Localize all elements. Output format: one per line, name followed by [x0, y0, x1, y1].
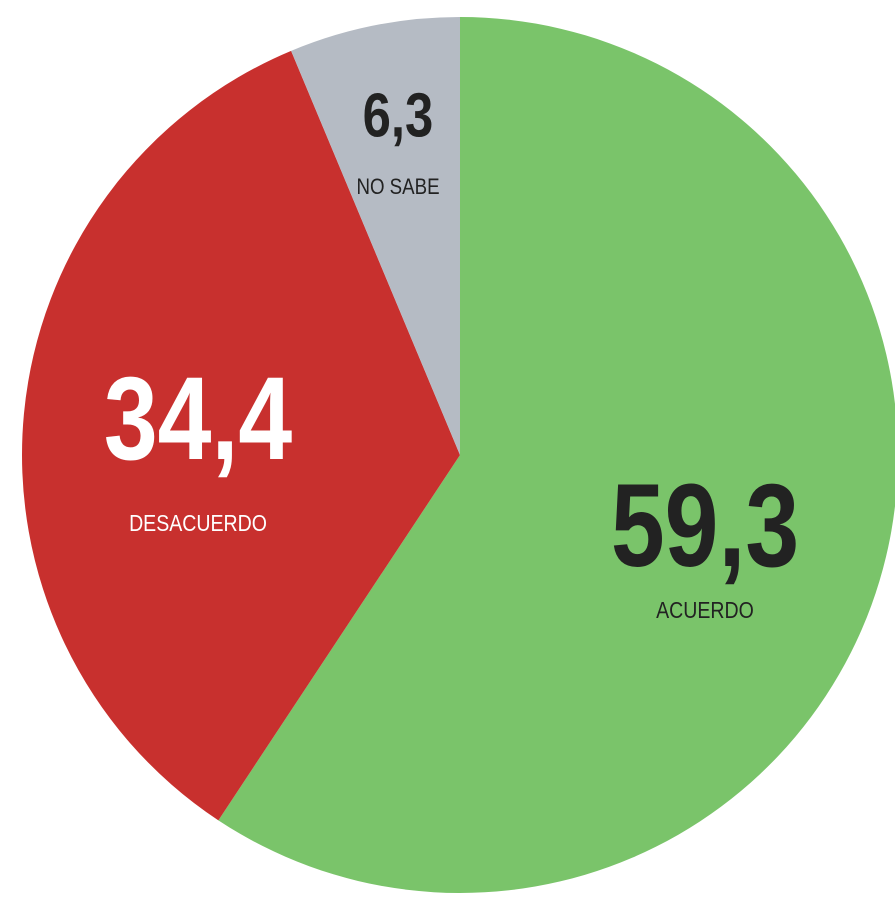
pie-slice: [291, 17, 460, 455]
pie-slice: [22, 50, 461, 821]
pie-slice: [218, 17, 895, 893]
category-label: NO SABE: [356, 175, 439, 199]
value-label: 6,3: [363, 82, 434, 151]
value-label: 34,4: [104, 352, 292, 484]
category-label: ACUERDO: [656, 598, 754, 624]
value-label: 59,3: [611, 459, 799, 591]
category-label: DESACUERDO: [129, 511, 267, 537]
